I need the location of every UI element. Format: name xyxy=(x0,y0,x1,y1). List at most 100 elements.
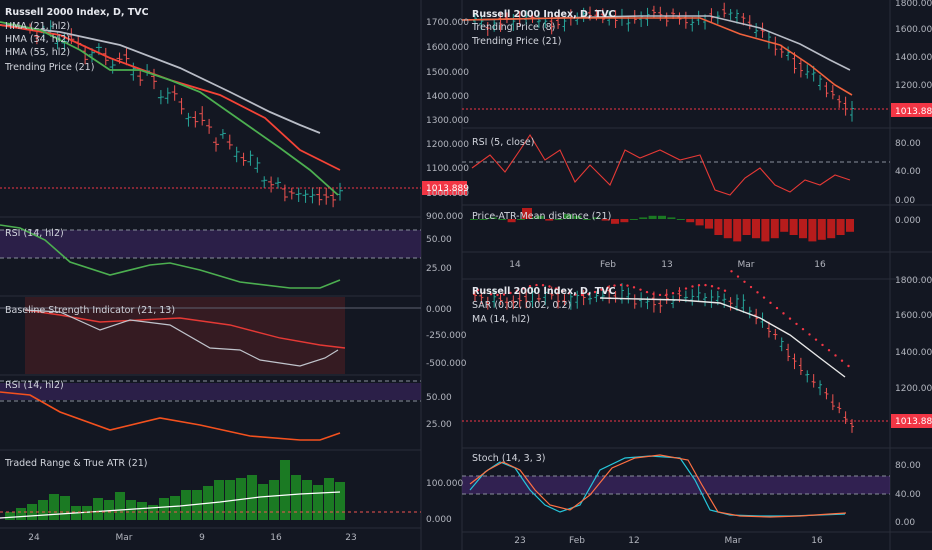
rb-sar-dot xyxy=(717,287,720,290)
rt-rsi-axis-label: 40.00 xyxy=(895,167,921,177)
rb-sar-dot xyxy=(795,322,798,326)
rt-pamd-bar xyxy=(836,219,845,235)
rb-sar-dot xyxy=(736,275,740,278)
left-atr-bar xyxy=(159,498,169,520)
rt-pamd-bar xyxy=(761,219,770,242)
left-atr-bar xyxy=(335,482,345,520)
left-atr-bar xyxy=(302,480,312,520)
rb-sar-dot xyxy=(788,317,792,320)
plot-layer xyxy=(0,2,932,520)
left-atr-bar xyxy=(214,480,224,520)
left-atr-bar xyxy=(192,490,202,520)
rt-pamd-bar xyxy=(498,219,507,220)
rb-sar-dot xyxy=(749,285,753,289)
rb-sar-dot xyxy=(756,291,759,294)
rt-rsi-line xyxy=(471,133,851,196)
rb-legend-ma[interactable]: MA (14, hl2) xyxy=(472,314,530,325)
rt-pamd-bar xyxy=(639,217,648,219)
left-price-axis-label: 1000.000 xyxy=(426,189,469,199)
rb-stoch-d xyxy=(469,454,847,518)
rt-price-tag-bg xyxy=(891,103,932,117)
rb-sar-dot xyxy=(801,327,805,331)
rb-legend-sar[interactable]: SAR (0.02, 0.02, 0.2) xyxy=(472,300,571,311)
rt-pamd-bar xyxy=(676,219,685,220)
left-baseline-axis-label: 0.000 xyxy=(426,305,452,315)
rt-pamd-bar xyxy=(554,219,563,220)
rb-sar-dot xyxy=(808,333,811,336)
rt-pamd-bar xyxy=(705,219,713,229)
rb-sar-dot xyxy=(619,283,623,287)
left-baseline-fill xyxy=(25,297,345,374)
rt-pamd-bar xyxy=(817,219,826,240)
rb-date-label: Feb xyxy=(569,536,585,546)
left-rsi1-line xyxy=(0,224,341,289)
rt-pamd-bar xyxy=(517,219,525,220)
rb-sar-dot xyxy=(476,288,480,292)
rb-sar-dot xyxy=(782,312,785,315)
rb-price-title: Russell 2000 Index, D, TVC xyxy=(472,286,616,297)
rb-sar-dot xyxy=(710,285,714,288)
rb-price-tag: 1013.889 xyxy=(895,417,932,427)
rb-sar-dot xyxy=(561,289,564,293)
left-atr-bar xyxy=(126,500,136,520)
rb-sar-dot xyxy=(528,285,532,288)
left-atr-bar xyxy=(38,500,48,520)
rt-pamd-bar-spike xyxy=(522,208,532,219)
rb-sar-dot xyxy=(574,293,577,296)
rb-sar-dot xyxy=(658,293,662,297)
rt-date-label: Feb xyxy=(600,260,616,270)
left-atr-bar xyxy=(82,506,92,520)
left-atr-bar xyxy=(93,498,103,520)
rt-pamd-bar xyxy=(733,219,742,242)
rt-pamd-bar xyxy=(573,215,582,219)
left-atr-bar xyxy=(16,508,26,520)
rb-sar-dot xyxy=(665,293,668,296)
rb-sar-dot xyxy=(522,287,525,290)
left-atr-bar xyxy=(170,496,180,520)
rb-sar-dot xyxy=(587,292,590,296)
left-legend-hma34[interactable]: HMA (34, hl2) xyxy=(5,34,70,45)
rb-date-label: 23 xyxy=(514,536,525,546)
left-baseline-label[interactable]: Baseline Strength Indicator (21, 13) xyxy=(5,305,175,316)
rt-pamd-bar xyxy=(470,219,478,220)
rb-date-label: 12 xyxy=(628,536,639,546)
rb-sar-dot xyxy=(626,284,629,287)
left-legend-hma55[interactable]: HMA (55, hl2) xyxy=(5,47,70,58)
rb-stoch-label[interactable]: Stoch (14, 3, 3) xyxy=(472,453,546,464)
rt-trending8-line xyxy=(461,17,853,96)
rb-price-axis-label: 1800.000 xyxy=(895,276,932,286)
rt-pamd-label[interactable]: Price-ATR-Mean distance (21) xyxy=(472,211,611,222)
rb-sar-dot xyxy=(775,306,779,310)
rb-sar-dot xyxy=(684,287,688,290)
rb-sar-dot xyxy=(606,286,610,289)
rb-sar-dot xyxy=(723,289,727,292)
rt-pamd-bar xyxy=(507,219,516,223)
rb-stoch-band xyxy=(462,476,890,494)
rb-stoch-axis-label: 0.00 xyxy=(895,518,915,528)
rt-pamd-axis-label: 0.000 xyxy=(895,216,921,226)
left-legend-trending-price[interactable]: Trending Price (21) xyxy=(4,62,94,73)
rb-sar-dot xyxy=(671,292,675,295)
rt-pamd-bar xyxy=(770,219,779,239)
rt-legend-trending8[interactable]: Trending Price (8) xyxy=(471,22,555,33)
rb-ma-line xyxy=(599,297,846,378)
rt-rsi-axis-label: 0.00 xyxy=(895,196,915,206)
left-atr-bar xyxy=(324,478,334,520)
left-hma34-line xyxy=(0,24,341,171)
rb-sar-dot xyxy=(704,283,707,287)
left-rsi1-label[interactable]: RSI (14, hl2) xyxy=(5,228,64,239)
rb-sar-dot xyxy=(743,280,746,283)
rt-legend-trending21[interactable]: Trending Price (21) xyxy=(471,36,561,47)
left-rsi2-axis-label: 25.00 xyxy=(426,420,452,430)
rt-rsi-label[interactable]: RSI (5, close) xyxy=(472,137,534,148)
rt-pamd-bar xyxy=(686,219,695,223)
left-rsi2-label[interactable]: RSI (14, hl2) xyxy=(5,380,64,391)
left-atr-label[interactable]: Traded Range & True ATR (21) xyxy=(4,458,148,469)
left-price-axis-label: 1100.000 xyxy=(426,164,469,174)
rb-sar-dot xyxy=(580,293,584,297)
rb-sar-dot xyxy=(548,285,551,288)
left-legend-hma21[interactable]: HMA (21, hl2) xyxy=(5,21,70,32)
rb-sar-dot xyxy=(567,292,571,295)
rb-sar-dot xyxy=(554,287,558,290)
